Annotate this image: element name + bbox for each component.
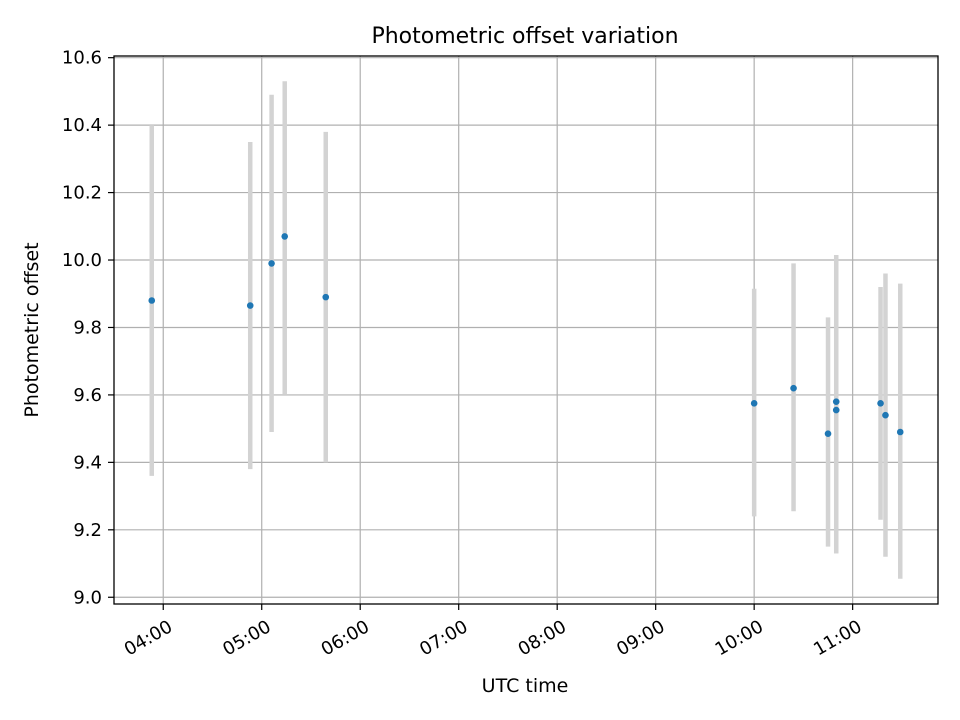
y-tick-label: 10.0	[62, 250, 102, 271]
plot-frame	[113, 55, 939, 605]
x-axis-label: UTC time	[482, 675, 569, 697]
point-layer	[148, 233, 904, 437]
data-point	[322, 293, 330, 301]
data-point	[824, 430, 832, 437]
data-point	[750, 400, 758, 407]
y-tick-label: 9.8	[73, 317, 102, 338]
data-point	[832, 398, 840, 405]
chart-title: Photometric offset variation	[371, 24, 678, 49]
data-point	[246, 302, 254, 309]
data-point	[882, 411, 889, 419]
y-axis-label: Photometric offset	[21, 242, 43, 417]
data-point	[148, 297, 156, 304]
data-point	[268, 260, 275, 267]
data-point	[790, 384, 797, 392]
y-tick-label: 9.2	[73, 520, 102, 541]
y-tick-label: 10.4	[62, 115, 102, 136]
data-point	[877, 400, 884, 407]
y-tick-label: 10.6	[62, 48, 102, 69]
y-axis-ticks: 9.0 9.2 9.4 9.6 9.8 10.0 10.2 10.4 10.6	[62, 48, 114, 608]
data-point	[281, 233, 289, 240]
y-tick-label: 9.6	[73, 385, 102, 406]
y-tick-label: 9.4	[73, 452, 102, 473]
data-point	[832, 406, 840, 414]
y-tick-label: 9.0	[73, 587, 102, 608]
data-point	[896, 428, 904, 436]
y-tick-label: 10.2	[62, 183, 102, 204]
